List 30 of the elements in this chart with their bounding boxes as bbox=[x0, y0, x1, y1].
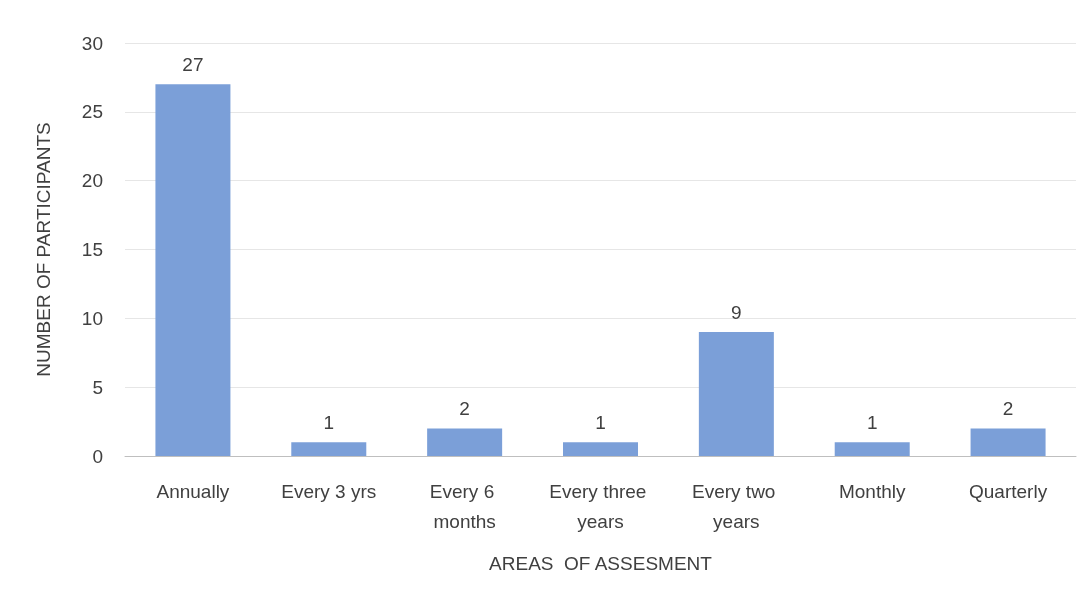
data-label: 9 bbox=[731, 302, 742, 324]
bar bbox=[563, 442, 638, 456]
x-tick-label: Every 3 yrs bbox=[281, 480, 377, 502]
y-tick-label: 25 bbox=[81, 101, 103, 123]
x-tick-label: Quarterly bbox=[969, 480, 1048, 502]
bar bbox=[834, 442, 910, 456]
y-tick-label: 10 bbox=[81, 307, 103, 329]
data-label: 2 bbox=[459, 398, 470, 420]
y-axis-title: NUMBER OF PARTICIPANTS bbox=[33, 122, 54, 377]
bar bbox=[291, 442, 367, 456]
data-label: 2 bbox=[1002, 398, 1014, 420]
data-label: 1 bbox=[323, 412, 335, 434]
data-label: 1 bbox=[866, 412, 878, 434]
y-tick-label: 20 bbox=[81, 170, 103, 192]
bar bbox=[698, 332, 774, 456]
y-tick-label: 15 bbox=[81, 239, 103, 260]
x-tick-label: Every three years bbox=[549, 480, 652, 532]
y-tick-label: 5 bbox=[92, 376, 103, 398]
x-tick-label: Annually bbox=[156, 480, 230, 502]
x-tick-label: Every two years bbox=[692, 480, 781, 532]
bar bbox=[427, 428, 503, 456]
bar bbox=[155, 84, 231, 456]
bar bbox=[970, 428, 1046, 456]
y-tick-label: 0 bbox=[92, 445, 103, 467]
y-tick-label: 30 bbox=[81, 32, 103, 54]
data-label: 1 bbox=[595, 412, 606, 434]
x-axis-title: AREAS OF ASSESMENT bbox=[489, 553, 713, 574]
data-label: 27 bbox=[182, 54, 204, 76]
x-tick-label: Monthly bbox=[838, 480, 906, 502]
x-tick-label: Every 6 months bbox=[429, 480, 500, 532]
